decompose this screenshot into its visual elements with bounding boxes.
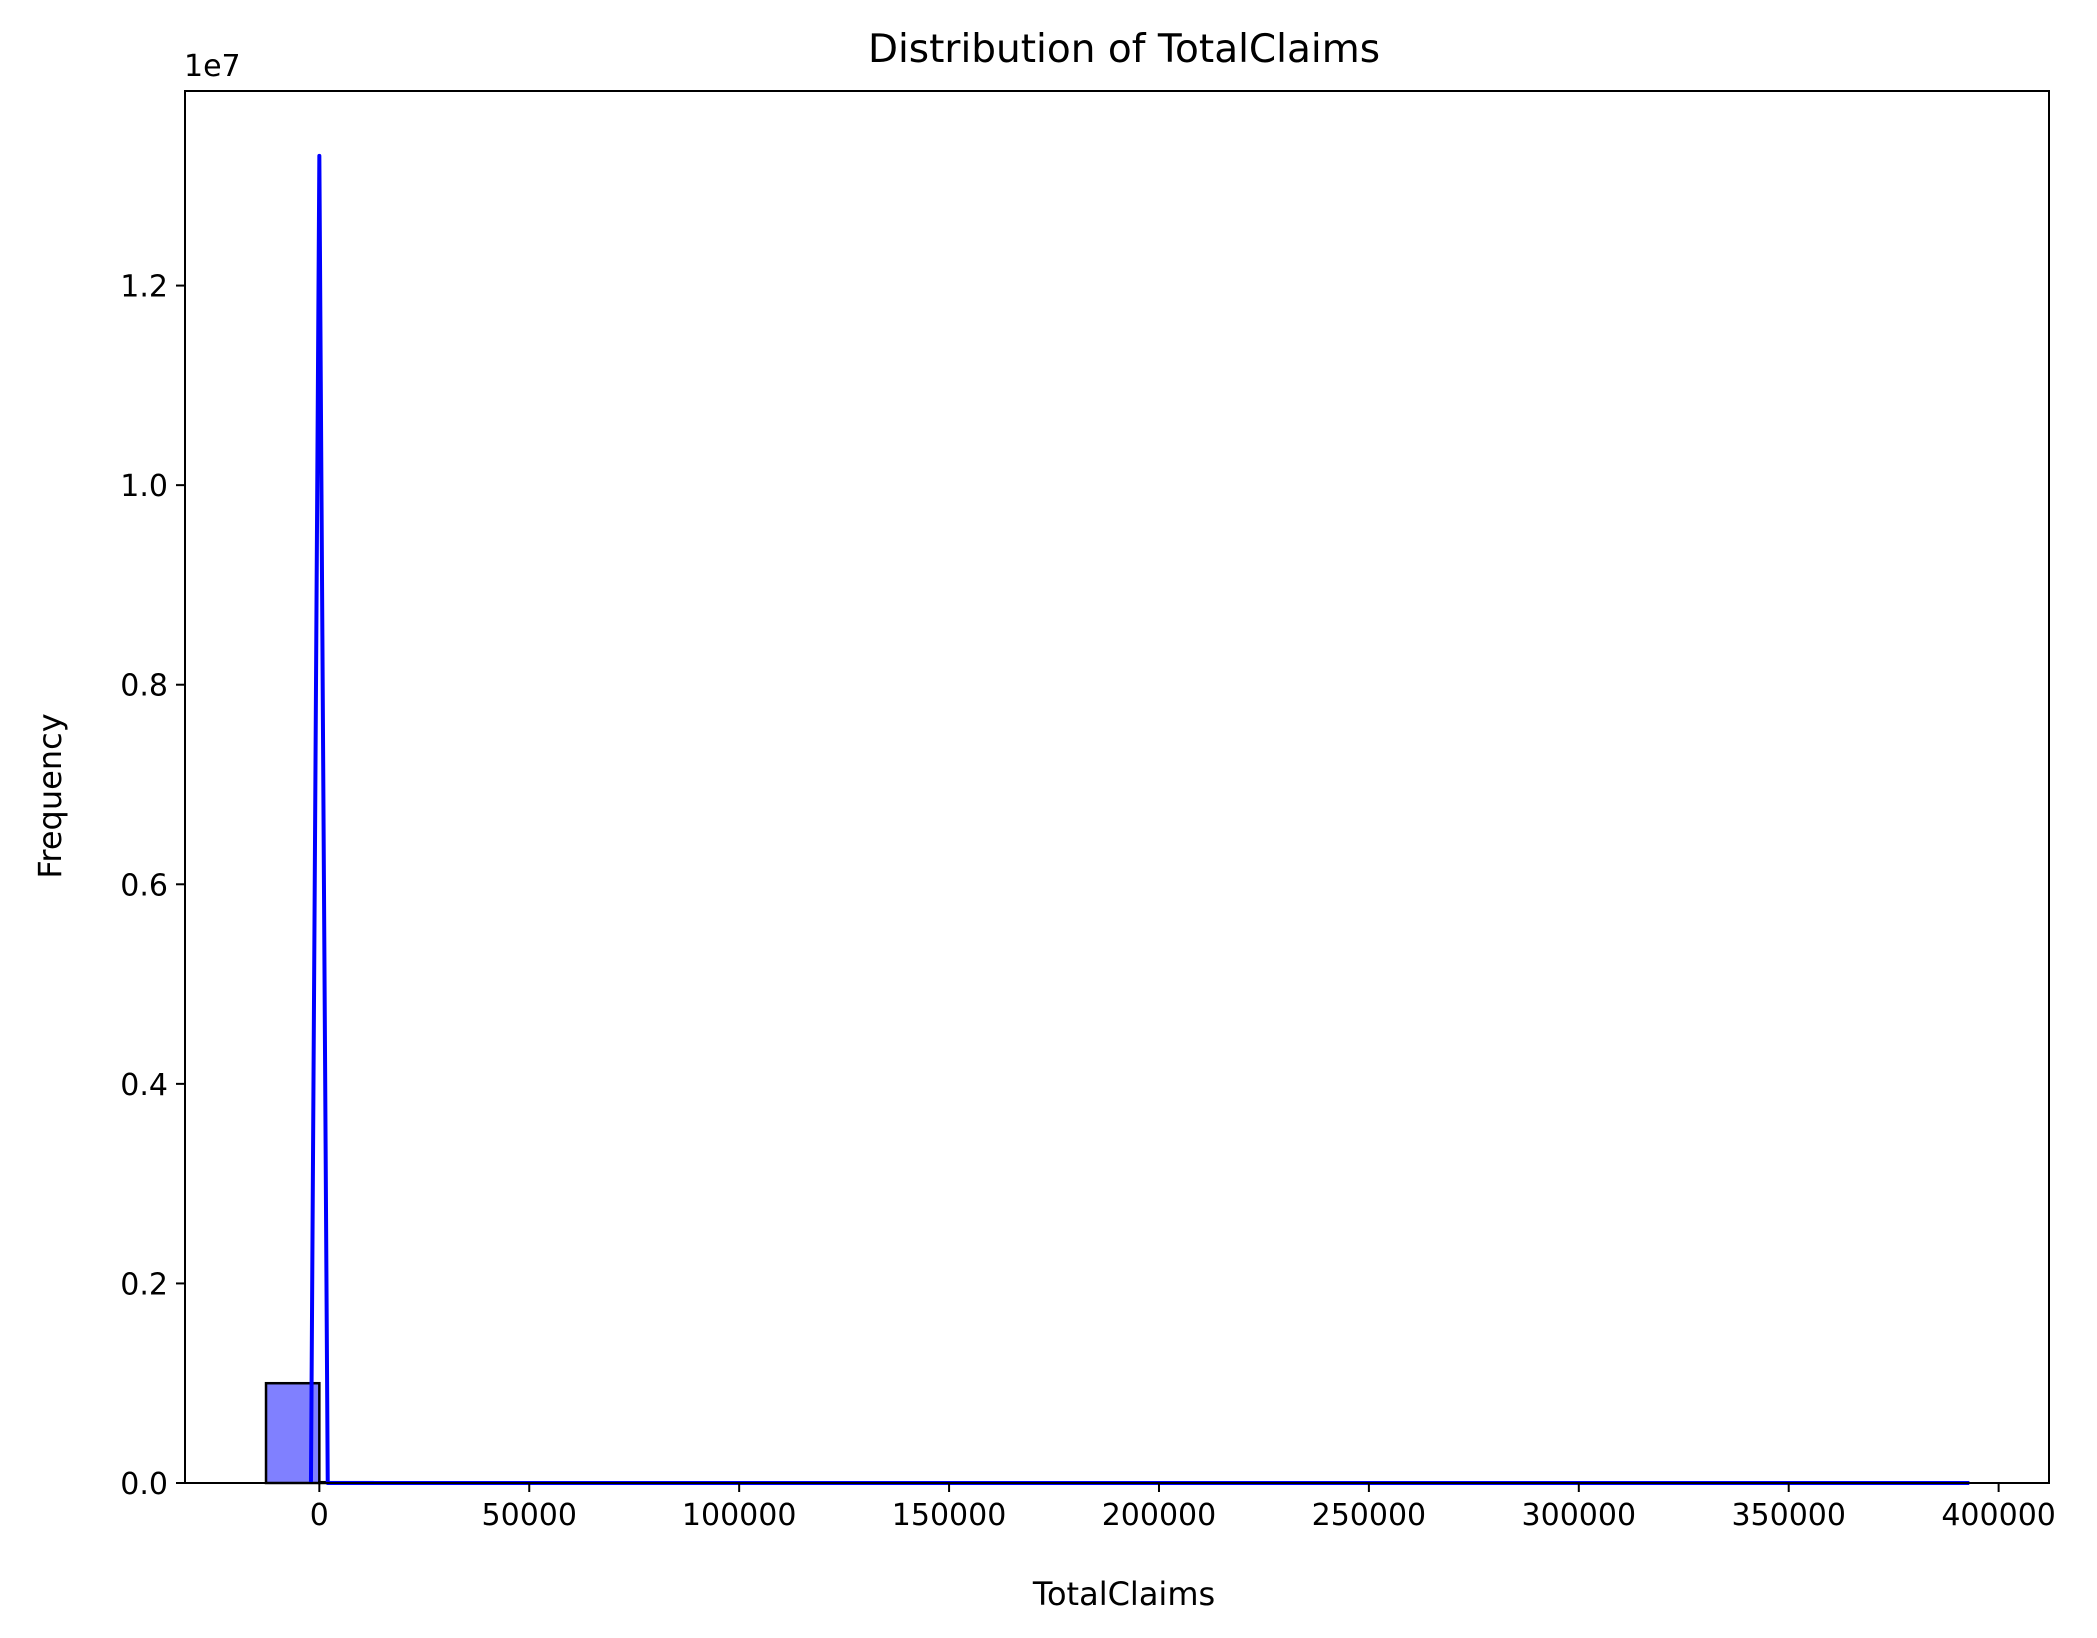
y-axis-offset-label: 1e7 (184, 49, 241, 84)
y-tick-label: 0.0 (120, 1467, 168, 1502)
x-tick-label: 400000 (1941, 1498, 2056, 1533)
x-axis-label: TotalClaims (1032, 1575, 1215, 1613)
y-tick-label: 1.0 (120, 469, 168, 504)
x-tick-label: 150000 (892, 1498, 1007, 1533)
x-tick-label: 350000 (1731, 1498, 1846, 1533)
x-tick-label: 200000 (1102, 1498, 1217, 1533)
y-axis-label: Frequency (31, 713, 69, 878)
x-tick-label: 0 (310, 1498, 329, 1533)
y-tick-label: 1.2 (120, 270, 168, 305)
y-tick-label: 0.6 (120, 868, 168, 903)
chart-title: Distribution of TotalClaims (868, 27, 1380, 72)
axes-frame (184, 90, 2050, 1484)
x-tick-label: 50000 (482, 1498, 577, 1533)
y-tick-label: 0.8 (120, 669, 168, 704)
x-tick-label: 300000 (1522, 1498, 1637, 1533)
x-tick-label: 100000 (682, 1498, 797, 1533)
x-tick-label: 250000 (1312, 1498, 1427, 1533)
plot-area: 0 50000 100000 150000 200000 250000 300000 3500… (120, 90, 2056, 1533)
y-tick-label: 0.2 (120, 1267, 168, 1302)
y-tick-label: 0.4 (120, 1068, 168, 1103)
